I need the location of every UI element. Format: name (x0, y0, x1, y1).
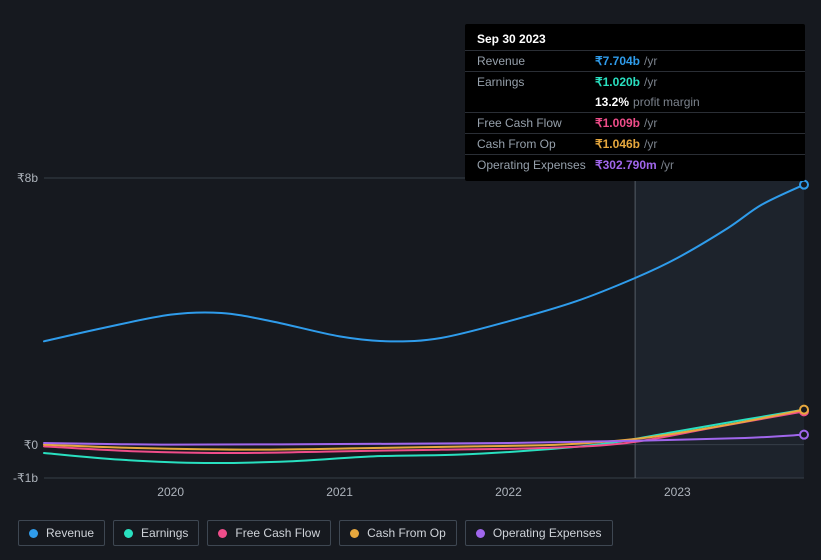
chart-tooltip: Sep 30 2023 Revenue₹7.704b/yrEarnings₹1.… (465, 24, 805, 181)
tooltip-row-label: Earnings (477, 75, 595, 89)
tooltip-row-unit: /yr (644, 54, 657, 68)
tooltip-row-value: ₹302.790m (595, 158, 657, 172)
financial-chart: ₹8b ₹0 -₹1b 2020 2021 2022 2023 Sep 30 2023 R… (0, 0, 821, 560)
legend-item-label: Revenue (46, 526, 94, 540)
legend-item-cfo[interactable]: Cash From Op (339, 520, 457, 546)
tooltip-row: 13.2% profit margin (465, 92, 805, 112)
legend-item-revenue[interactable]: Revenue (18, 520, 105, 546)
legend-item-label: Cash From Op (367, 526, 446, 540)
tooltip-date: Sep 30 2023 (465, 30, 805, 50)
tooltip-row-label: Revenue (477, 54, 595, 68)
legend-item-label: Earnings (141, 526, 188, 540)
legend-item-fcf[interactable]: Free Cash Flow (207, 520, 331, 546)
series-end-marker-opex (800, 431, 808, 439)
tooltip-row: Revenue₹7.704b/yr (465, 50, 805, 71)
tooltip-row-value: ₹1.046b (595, 137, 640, 151)
tooltip-row-label: Cash From Op (477, 137, 595, 151)
tooltip-row-unit: profit margin (633, 95, 700, 109)
tooltip-row-unit: /yr (644, 137, 657, 151)
tooltip-row: Earnings₹1.020b/yr (465, 71, 805, 92)
tooltip-row-unit: /yr (661, 158, 674, 172)
x-axis-label: 2022 (495, 485, 522, 499)
legend-swatch-icon (29, 529, 38, 538)
series-end-marker-revenue (800, 181, 808, 189)
tooltip-row-value: ₹1.020b (595, 75, 640, 89)
tooltip-row-unit: /yr (644, 75, 657, 89)
legend-item-opex[interactable]: Operating Expenses (465, 520, 613, 546)
legend-item-earnings[interactable]: Earnings (113, 520, 199, 546)
tooltip-row-value: 13.2% (595, 95, 629, 109)
tooltip-row: Free Cash Flow₹1.009b/yr (465, 112, 805, 133)
tooltip-row: Cash From Op₹1.046b/yr (465, 133, 805, 154)
x-axis-label: 2020 (157, 485, 184, 499)
y-axis-label: ₹0 (24, 438, 38, 452)
tooltip-row-value: ₹7.704b (595, 54, 640, 68)
series-end-marker-cfo (800, 406, 808, 414)
y-axis-label: ₹8b (17, 171, 38, 185)
legend-swatch-icon (476, 529, 485, 538)
tooltip-row-value: ₹1.009b (595, 116, 640, 130)
legend-swatch-icon (124, 529, 133, 538)
legend-swatch-icon (218, 529, 227, 538)
legend-item-label: Free Cash Flow (235, 526, 320, 540)
y-axis-label: -₹1b (13, 471, 38, 485)
x-axis-label: 2023 (664, 485, 691, 499)
x-axis-label: 2021 (326, 485, 353, 499)
chart-legend: Revenue Earnings Free Cash Flow Cash From O… (18, 520, 613, 546)
tooltip-row-label: Operating Expenses (477, 158, 595, 172)
tooltip-row-label: Free Cash Flow (477, 116, 595, 130)
legend-swatch-icon (350, 529, 359, 538)
tooltip-row-unit: /yr (644, 116, 657, 130)
tooltip-row: Operating Expenses₹302.790m/yr (465, 154, 805, 175)
legend-item-label: Operating Expenses (493, 526, 602, 540)
